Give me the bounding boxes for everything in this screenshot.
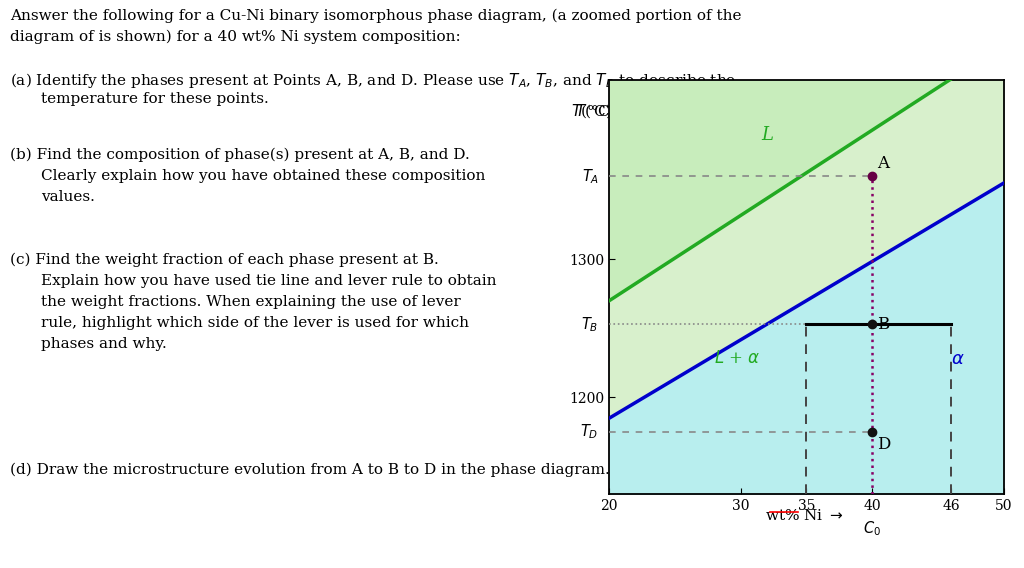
Text: diagram of is shown) for a 40 wt% Ni system composition:: diagram of is shown) for a 40 wt% Ni sys… [10,30,461,44]
Text: A: A [878,155,890,172]
Text: phases and why.: phases and why. [41,337,167,351]
Text: Clearly explain how you have obtained these composition: Clearly explain how you have obtained th… [41,169,485,183]
Text: $C_0$: $C_0$ [863,519,881,538]
Text: B: B [878,316,890,333]
Text: $L$ + $\alpha$: $L$ + $\alpha$ [715,350,761,367]
Text: the weight fractions. When explaining the use of lever: the weight fractions. When explaining th… [41,295,461,309]
Text: Answer the following for a Cu-Ni binary isomorphous phase diagram, (a zoomed por: Answer the following for a Cu-Ni binary … [10,9,741,23]
Text: $T$(°C): $T$(°C) [575,102,616,120]
Text: rule, highlight which side of the lever is used for which: rule, highlight which side of the lever … [41,316,469,330]
Text: $T_B$: $T_B$ [582,315,599,333]
Text: (b) Find the composition of phase(s) present at A, B, and D.: (b) Find the composition of phase(s) pre… [10,148,470,162]
Text: $T_A$: $T_A$ [582,167,599,186]
Text: $T$(°C): $T$(°C) [571,102,612,120]
Text: (a) Identify the phases present at Points A, B, and D. Please use $T_A$, $T_B$, : (a) Identify the phases present at Point… [10,71,736,90]
Text: $\alpha$: $\alpha$ [951,350,965,367]
Text: values.: values. [41,190,95,204]
Text: temperature for these points.: temperature for these points. [41,92,268,106]
Text: $T_D$: $T_D$ [581,423,599,441]
Text: wt% Ni $\rightarrow$: wt% Ni $\rightarrow$ [765,508,843,523]
Text: Explain how you have used tie line and lever rule to obtain: Explain how you have used tie line and l… [41,274,497,288]
Text: D: D [878,436,891,453]
Text: (c) Find the weight fraction of each phase present at B.: (c) Find the weight fraction of each pha… [10,253,439,267]
Text: Cu-Ni system: Cu-Ni system [650,102,753,116]
Text: L: L [761,126,773,144]
Text: (d) Draw the microstructure evolution from A to B to D in the phase diagram.: (d) Draw the microstructure evolution fr… [10,463,610,477]
